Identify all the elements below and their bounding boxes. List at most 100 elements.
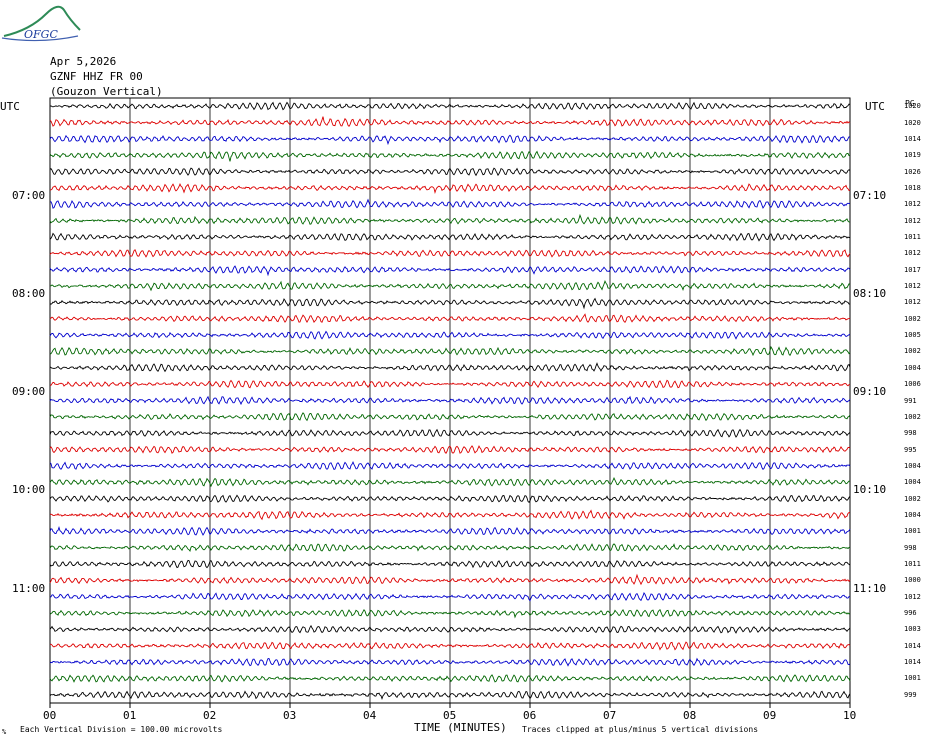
right-time-label: 07:10 xyxy=(853,189,887,203)
left-utc-title: UTC xyxy=(0,100,20,113)
x-tick-label: 04 xyxy=(363,709,377,722)
trace-line xyxy=(49,526,851,536)
x-axis-title: TIME (MINUTES) xyxy=(414,721,507,734)
trace-value-label: 1012 xyxy=(904,298,921,307)
trace-line xyxy=(49,428,851,438)
trace-value-label: 1012 xyxy=(904,282,921,291)
x-tick-label: 01 xyxy=(123,709,137,722)
x-tick-label: 09 xyxy=(763,709,777,722)
trace-line xyxy=(49,362,851,373)
trace-value-label: 1001 xyxy=(904,527,921,536)
trace-value-label: 996 xyxy=(904,609,917,618)
x-tick-label: 03 xyxy=(283,709,297,722)
trace-line xyxy=(49,657,851,667)
trace-line xyxy=(49,477,851,488)
ofgc-logo xyxy=(1,5,81,42)
trace-value-label: 1014 xyxy=(904,658,921,667)
trace-value-label: 1005 xyxy=(904,331,921,340)
trace-line xyxy=(49,330,851,340)
trace-line xyxy=(49,249,851,258)
trace-line xyxy=(49,379,851,389)
left-time-label: 09:00 xyxy=(12,385,46,399)
trace-line xyxy=(49,641,851,651)
x-tick-label: 10 xyxy=(843,709,857,722)
trace-line xyxy=(49,674,851,683)
x-tick-label: 08 xyxy=(683,709,697,722)
trace-value-label: 1003 xyxy=(904,625,921,634)
trace-line xyxy=(49,297,851,310)
trace-line xyxy=(49,116,851,128)
x-tick-label: 07 xyxy=(603,709,617,722)
trace-value-label: 1020 xyxy=(904,118,921,127)
right-time-label: 08:10 xyxy=(853,287,887,301)
trace-value-label: 1004 xyxy=(904,510,921,519)
trace-line xyxy=(49,559,851,569)
left-time-label: 11:00 xyxy=(12,581,46,595)
trace-line xyxy=(49,101,851,111)
right-time-label: 10:10 xyxy=(853,483,887,497)
left-time-label: 07:00 xyxy=(12,189,46,203)
trace-line xyxy=(49,573,851,586)
x-tick-label: 00 xyxy=(43,709,57,722)
left-time-label: 08:00 xyxy=(12,287,46,301)
trace-value-label: 1011 xyxy=(904,560,921,568)
trace-value-label: 1012 xyxy=(904,592,921,601)
logo-text: OFGC xyxy=(24,28,58,41)
trace-line xyxy=(49,445,851,454)
trace-value-label: 1012 xyxy=(904,200,921,209)
trace-line xyxy=(49,624,851,634)
right-utc-title: UTC xyxy=(865,100,885,113)
trace-value-label: 1020 xyxy=(904,102,921,111)
corner-mark: % xyxy=(2,728,7,736)
station-id: GZNF HHZ FR 00 xyxy=(50,70,143,83)
trace-line xyxy=(49,313,851,324)
right-column-title: PG xyxy=(905,99,915,108)
trace-value-label: 1018 xyxy=(904,183,921,192)
trace-value-label: 1002 xyxy=(904,347,921,356)
trace-value-label: 1004 xyxy=(904,363,921,372)
trace-value-label: 1011 xyxy=(904,232,921,241)
trace-value-label: 999 xyxy=(904,690,917,699)
trace-line xyxy=(49,395,851,406)
trace-value-label: 1002 xyxy=(904,314,921,323)
trace-value-label: 998 xyxy=(904,429,917,438)
trace-value-label: 1006 xyxy=(904,380,921,389)
trace-value-label: 1019 xyxy=(904,151,921,160)
trace-value-label: 1004 xyxy=(904,478,921,487)
trace-line xyxy=(49,608,851,619)
trace-line xyxy=(49,265,851,277)
trace-value-label: 1014 xyxy=(904,641,921,650)
right-time-label: 09:10 xyxy=(853,385,887,399)
trace-line xyxy=(49,182,851,194)
trace-value-label: 1012 xyxy=(904,216,921,225)
trace-value-label: 1000 xyxy=(904,576,921,585)
trace-line xyxy=(49,509,851,521)
right-time-label: 11:10 xyxy=(853,581,887,595)
trace-line xyxy=(49,280,851,292)
trace-value-label: 1026 xyxy=(904,167,921,176)
seismic-traces xyxy=(49,101,851,700)
trace-value-label: 1002 xyxy=(904,494,921,503)
trace-line xyxy=(49,232,851,242)
logo-underline xyxy=(1,35,79,42)
trace-line xyxy=(49,690,851,700)
trace-line xyxy=(49,592,851,602)
x-tick-label: 05 xyxy=(443,709,457,722)
trace-value-label: 998 xyxy=(904,543,917,552)
trace-line xyxy=(49,134,851,146)
trace-value-label: 1014 xyxy=(904,134,921,143)
plot-date: Apr 5,2026 xyxy=(50,55,117,68)
trace-value-label: 1012 xyxy=(904,249,921,258)
trace-line xyxy=(49,167,851,177)
logo-swoosh xyxy=(3,5,81,37)
trace-value-label: 991 xyxy=(904,396,917,405)
left-time-label: 10:00 xyxy=(12,483,46,497)
x-tick-label: 06 xyxy=(523,709,537,722)
trace-value-label: 1004 xyxy=(904,461,921,470)
trace-line xyxy=(49,213,851,225)
trace-value-label: 1002 xyxy=(904,412,921,421)
x-tick-label: 02 xyxy=(203,709,217,722)
trace-line xyxy=(49,494,851,503)
x-axis xyxy=(49,703,851,708)
